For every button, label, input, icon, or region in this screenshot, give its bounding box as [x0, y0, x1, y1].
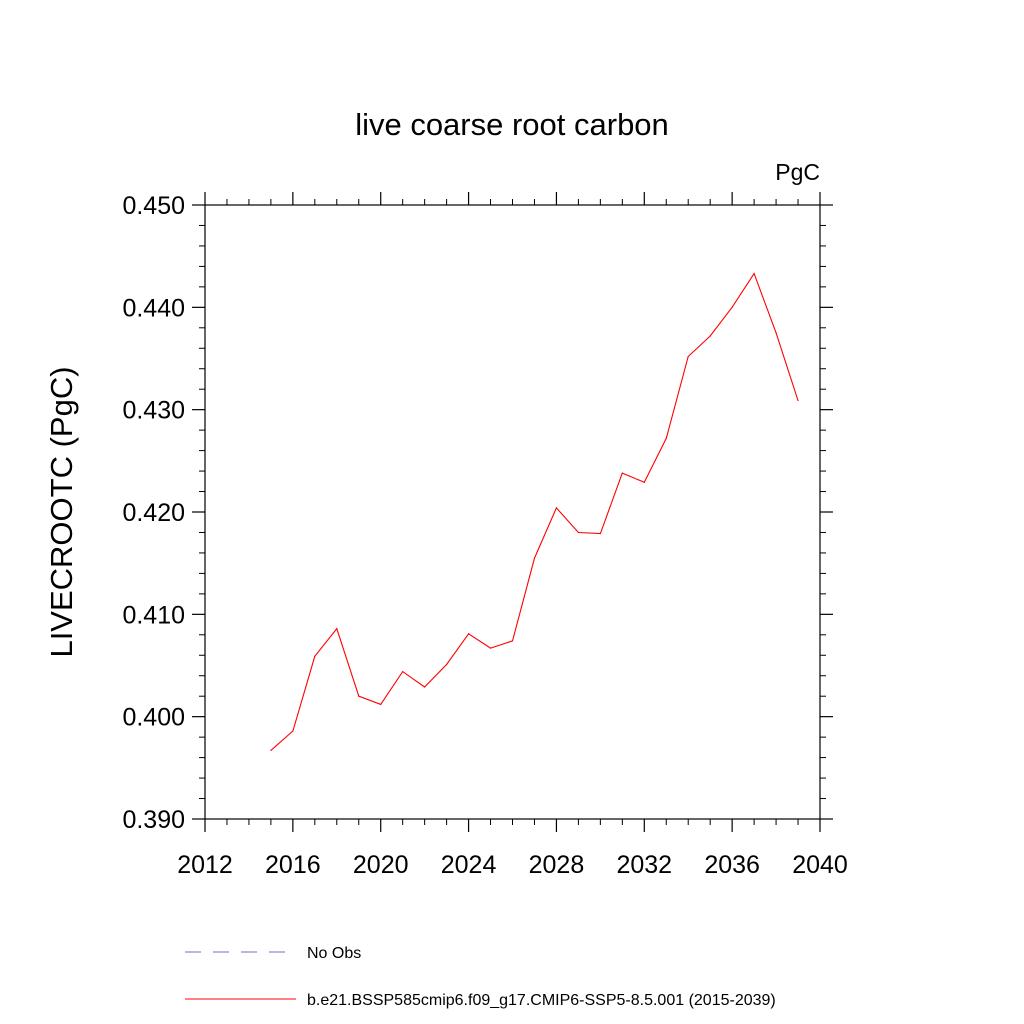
data-point	[358, 695, 360, 697]
y-tick-label: 0.390	[122, 806, 185, 834]
y-axis-label: LIVECROOTC (PgC)	[44, 366, 79, 657]
data-point	[402, 671, 404, 673]
data-point	[424, 686, 426, 688]
x-tick-label: 2040	[792, 851, 848, 879]
y-tick-label: 0.440	[122, 294, 185, 322]
x-tick-label: 2020	[353, 851, 409, 879]
data-point	[270, 749, 272, 752]
y-tick-label: 0.410	[122, 601, 185, 629]
data-point	[665, 437, 667, 439]
data-point	[709, 335, 711, 337]
data-point	[292, 730, 294, 732]
data-point	[687, 355, 689, 358]
data-point	[577, 531, 579, 534]
series-line	[270, 272, 799, 751]
y-tick-label: 0.430	[122, 397, 185, 425]
data-point	[599, 532, 601, 535]
data-point	[489, 647, 492, 649]
data-point	[797, 399, 799, 402]
x-tick-label: 2012	[177, 851, 233, 879]
data-point	[643, 481, 645, 483]
data-point	[555, 507, 558, 509]
units-label: PgC	[775, 159, 820, 185]
legend: No Obs b.e21.BSSP585cmip6.f09_g17.CMIP6-S…	[185, 945, 776, 1009]
y-tick-label: 0.420	[122, 499, 185, 527]
x-tick-label: 2016	[265, 851, 321, 879]
data-point	[511, 640, 514, 642]
data-point	[446, 663, 448, 666]
x-tick-label: 2036	[704, 851, 760, 879]
data-point	[336, 628, 338, 630]
data-point	[380, 703, 382, 705]
y-tick-label: 0.400	[122, 704, 185, 732]
legend-label: No Obs	[307, 945, 361, 962]
data-point	[314, 655, 316, 657]
data-point	[753, 272, 755, 275]
axes: 2012 2016 2020 2024 2028 2032 2036 2040 0.390 0.4…	[122, 192, 848, 879]
data-point	[467, 633, 470, 635]
x-tick-label: 2028	[529, 851, 585, 879]
plot-frame	[204, 204, 821, 820]
series-group	[270, 272, 799, 752]
x-tick-label: 2032	[616, 851, 672, 879]
legend-label: b.e21.BSSP585cmip6.f09_g17.CMIP6-SSP5-8.…	[307, 992, 776, 1009]
data-point	[621, 472, 623, 474]
chart-title: live coarse root carbon	[355, 107, 669, 142]
y-tick-label: 0.450	[122, 192, 185, 220]
x-tick-label: 2024	[441, 851, 497, 879]
data-point	[775, 332, 777, 334]
data-point	[533, 557, 536, 559]
data-point	[731, 306, 733, 308]
